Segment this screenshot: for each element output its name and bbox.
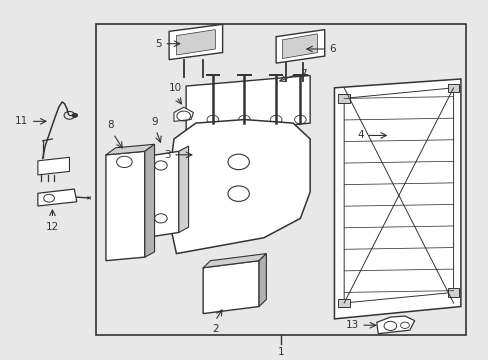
Bar (338, 94, 349, 103)
Polygon shape (176, 30, 215, 55)
Text: 9: 9 (151, 117, 158, 127)
Text: 6: 6 (329, 44, 336, 54)
Text: 2: 2 (212, 324, 218, 334)
Circle shape (72, 113, 78, 117)
Bar (96, 24, 465, 335)
Text: 4: 4 (356, 130, 363, 140)
Polygon shape (376, 316, 414, 334)
Polygon shape (174, 107, 193, 121)
Bar (447, 84, 458, 92)
Polygon shape (203, 253, 266, 268)
Text: 11: 11 (15, 116, 28, 126)
Text: 7: 7 (300, 69, 306, 79)
Text: 13: 13 (345, 320, 358, 330)
Polygon shape (259, 253, 266, 306)
Polygon shape (144, 144, 154, 257)
Polygon shape (38, 189, 77, 206)
Polygon shape (144, 151, 179, 238)
Polygon shape (334, 79, 460, 319)
Polygon shape (186, 76, 309, 135)
Text: 8: 8 (107, 120, 114, 130)
Text: 12: 12 (46, 222, 59, 232)
Polygon shape (169, 120, 309, 253)
Bar (338, 299, 349, 307)
Bar (447, 288, 458, 297)
Polygon shape (179, 146, 188, 233)
Polygon shape (282, 34, 317, 59)
Polygon shape (106, 151, 144, 261)
Polygon shape (169, 24, 222, 60)
Text: 1: 1 (277, 347, 284, 357)
Polygon shape (38, 157, 69, 175)
Polygon shape (276, 30, 324, 63)
Polygon shape (106, 144, 154, 155)
Text: 10: 10 (168, 83, 182, 93)
Text: 3: 3 (163, 150, 170, 160)
Text: 5: 5 (155, 39, 162, 49)
Polygon shape (203, 261, 259, 314)
